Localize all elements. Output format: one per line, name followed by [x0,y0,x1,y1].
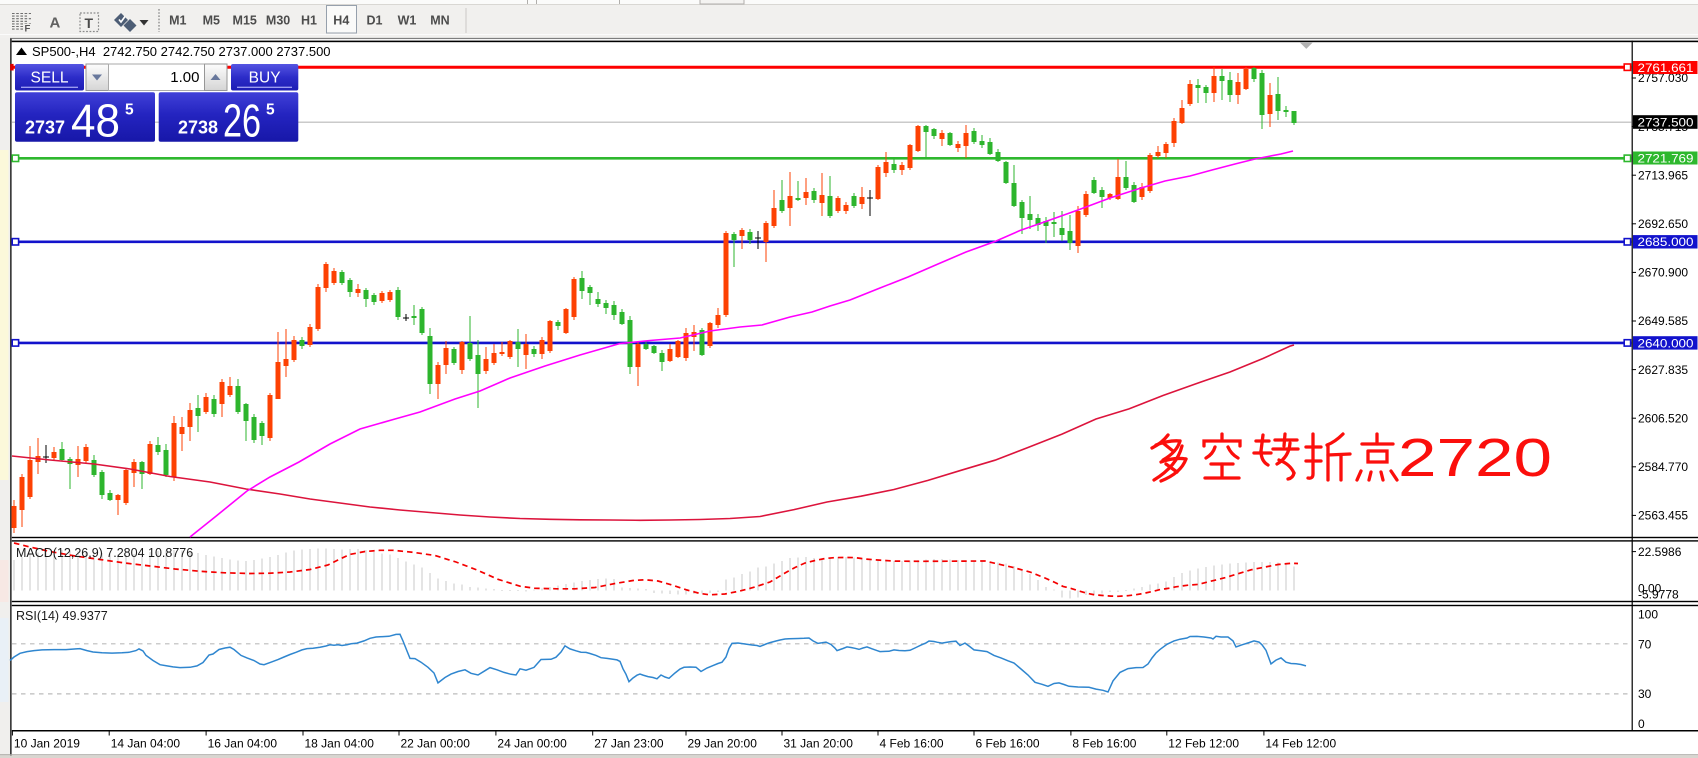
svg-text:2757.030: 2757.030 [1638,71,1688,85]
svg-text:2649.585: 2649.585 [1638,314,1688,328]
svg-text:1.00: 1.00 [170,69,199,86]
svg-text:SELL: SELL [31,70,69,87]
svg-text:48: 48 [71,95,120,147]
svg-text:27 Jan 23:00: 27 Jan 23:00 [594,737,664,751]
svg-text:5: 5 [125,102,134,119]
svg-text:2640.000: 2640.000 [1638,336,1694,350]
svg-text:A: A [50,15,61,32]
svg-text:6 Feb 16:00: 6 Feb 16:00 [976,737,1040,751]
svg-text:2692.650: 2692.650 [1638,217,1688,231]
svg-text:BUY: BUY [249,70,281,87]
svg-text:0.00: 0.00 [1638,582,1662,596]
svg-text:2685.000: 2685.000 [1638,235,1694,249]
svg-text:31 Jan 20:00: 31 Jan 20:00 [784,737,854,751]
svg-text:18 Jan 04:00: 18 Jan 04:00 [305,737,375,751]
svg-text:M30: M30 [266,14,290,28]
svg-text:2720: 2720 [1398,428,1552,488]
svg-text:2737.500: 2737.500 [1638,115,1694,129]
svg-text:26: 26 [223,95,261,147]
svg-text:2627.835: 2627.835 [1638,363,1688,377]
svg-text:10 Jan 2019: 10 Jan 2019 [14,737,80,751]
svg-text:D1: D1 [367,14,383,28]
svg-text:2737: 2737 [25,118,65,138]
svg-text:RSI(14) 49.9377: RSI(14) 49.9377 [16,609,108,623]
svg-text:F: F [25,24,31,35]
svg-text:4 Feb 16:00: 4 Feb 16:00 [880,737,944,751]
svg-text:2738: 2738 [178,118,218,138]
svg-text:14 Feb 12:00: 14 Feb 12:00 [1265,737,1336,751]
svg-text:12 Feb 12:00: 12 Feb 12:00 [1168,737,1239,751]
svg-text:2721.769: 2721.769 [1638,151,1694,165]
svg-text:14 Jan 04:00: 14 Jan 04:00 [111,737,181,751]
svg-text:24 Jan 00:00: 24 Jan 00:00 [497,737,567,751]
svg-text:2713.965: 2713.965 [1638,168,1688,182]
svg-text:T: T [85,15,94,31]
svg-text:M1: M1 [169,14,186,28]
svg-text:0: 0 [1638,717,1645,731]
svg-text:W1: W1 [398,14,417,28]
svg-text:2606.520: 2606.520 [1638,411,1688,425]
svg-text:2584.770: 2584.770 [1638,460,1688,474]
svg-text:100: 100 [1638,608,1658,622]
svg-text:MACD(12,26,9) 7.2804 10.8776: MACD(12,26,9) 7.2804 10.8776 [16,546,193,560]
svg-text:M5: M5 [203,14,220,28]
svg-text:-5.9778: -5.9778 [1638,588,1679,602]
svg-text:MN: MN [430,14,449,28]
svg-text:30: 30 [1638,687,1652,701]
svg-text:5: 5 [266,102,275,119]
svg-text:SP500-,H4 2742.750 2742.750 2: SP500-,H4 2742.750 2742.750 2737.000 273… [32,44,331,59]
svg-text:8 Feb 16:00: 8 Feb 16:00 [1072,737,1136,751]
svg-text:16 Jan 04:00: 16 Jan 04:00 [208,737,278,751]
svg-text:22 Jan 00:00: 22 Jan 00:00 [401,737,471,751]
svg-text:70: 70 [1638,637,1652,651]
svg-text:29 Jan 20:00: 29 Jan 20:00 [688,737,758,751]
svg-text:22.5986: 22.5986 [1638,545,1682,559]
svg-text:2670.900: 2670.900 [1638,266,1688,280]
svg-text:H1: H1 [301,14,317,28]
svg-text:2761.661: 2761.661 [1638,61,1694,75]
svg-text:M15: M15 [233,14,257,28]
svg-text:2563.455: 2563.455 [1638,509,1688,523]
svg-text:H4: H4 [333,14,349,28]
